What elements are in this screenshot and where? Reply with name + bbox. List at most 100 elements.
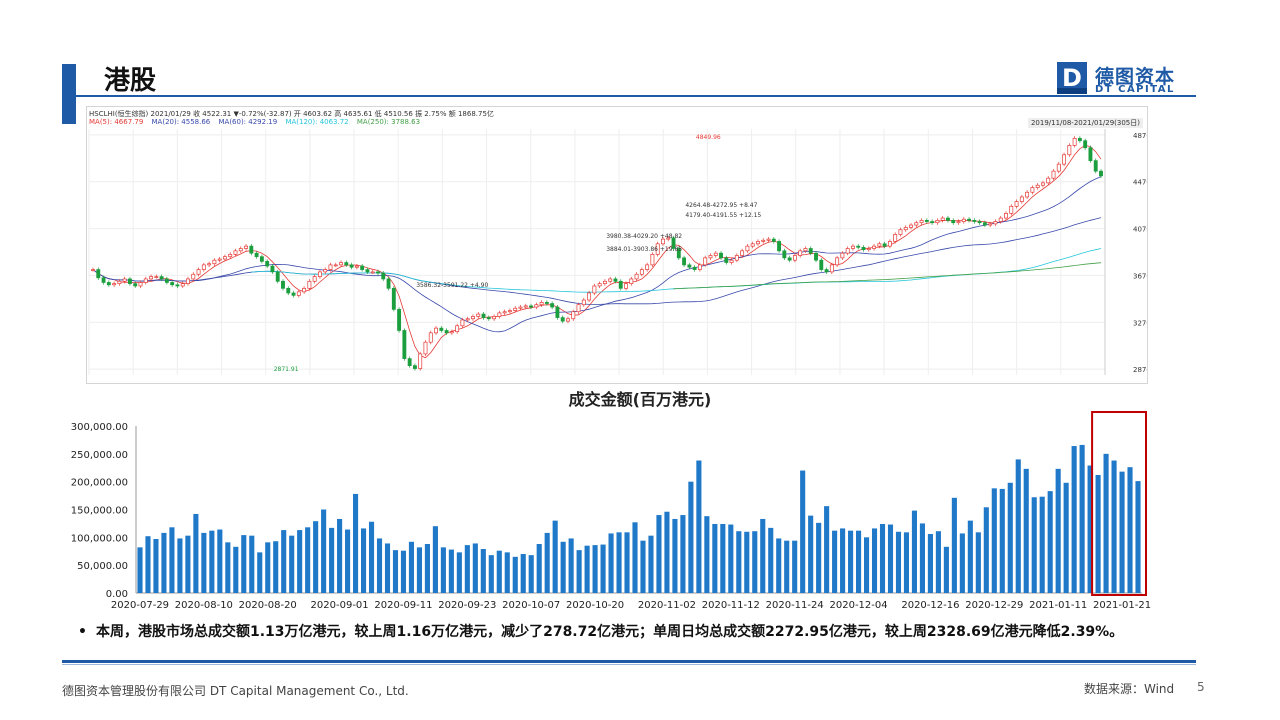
turnover-bar [1127,467,1133,593]
turnover-bar [903,532,910,593]
turnover-bar [1039,496,1045,593]
turnover-bar [983,507,989,593]
turnover-bar [1111,460,1117,593]
turnover-bar [863,537,870,593]
kline-candle-body [666,237,671,240]
ma-label: MA(60): 4292.19 [218,118,278,126]
kline-candle-body [946,217,950,221]
kline-header-ma: MA(5): 4667.79 MA(20): 4558.66 MA(60): 4… [89,118,426,126]
logo-en-text: DT CAPITAL [1095,84,1175,95]
bar-x-tick-label: 2020-11-02 [638,600,696,611]
kline-candle-body [713,252,718,256]
kline-candle-body [592,285,597,294]
kline-candle-body [814,252,818,261]
bar-y-tick-label: 200,000.00 [71,478,128,489]
turnover-bar [648,535,654,593]
kline-annotation: 4179.40-4191.55 +12.15 [685,212,761,219]
bar-x-tick-label: 2020-12-16 [901,600,959,611]
logo-cn-text: 德图资本 [1095,66,1176,88]
turnover-bar [408,541,415,593]
turnover-bar [871,528,878,593]
kline-candle-body [924,220,929,222]
kline-candle-body [159,276,164,280]
kline-ma-line [251,248,1102,293]
kline-y-tick-label: 4070 [1133,226,1147,234]
kline-candle-body [428,332,433,343]
turnover-bar [752,531,758,593]
kline-candle-body [249,245,254,254]
turnover-bar [209,530,215,593]
kline-candle-body [1083,140,1088,149]
kline-candle-body [391,287,396,310]
kline-candle-body [360,265,365,270]
ma-label: MA(20): 4558.66 [151,118,211,126]
turnover-bar [528,555,534,593]
kline-annotation: 4264.48-4272.95 +8.47 [685,202,757,209]
turnover-bar [217,529,223,593]
turnover-bar [1135,481,1141,593]
kline-candle-body [228,253,233,258]
kline-candle-body [434,327,438,334]
kline-candle-body [117,280,122,284]
kline-candle-body [661,238,665,245]
footer-divider [62,660,1196,663]
bar-x-tick-label: 2020-07-29 [111,600,169,611]
kline-candle-body [687,264,692,268]
kline-candle-body [777,241,782,252]
kline-candle-body [703,257,708,266]
kline-candle-body [824,269,829,273]
turnover-bar [145,536,151,593]
kline-candle-body [439,327,444,331]
turnover-bar [712,523,718,593]
turnover-bar [848,530,854,593]
kline-candle-body [128,278,132,284]
turnover-bar [544,532,550,593]
turnover-bar [816,522,822,593]
kline-candle-body [529,305,533,308]
kline-candle-body [872,245,877,249]
kline-candle-body [861,246,866,251]
kline-candle-body [354,265,359,268]
kline-candle-body [486,317,491,320]
ma-label: MA(250): 3788.63 [356,118,421,126]
kline-candle-body [138,282,143,287]
kline-candle-body [887,241,892,247]
kline-candle-body [370,271,375,274]
kline-candle-body [597,283,602,287]
turnover-bar [257,552,263,593]
kline-candle-body [233,250,238,255]
kline-y-tick-label: 4470 [1133,179,1147,187]
kline-candle-body [339,262,343,266]
turnover-bar [456,552,462,593]
turnover-bar [432,526,438,593]
turnover-bar [808,515,814,593]
kline-candle-body [1051,170,1056,179]
kline-candle-body [1030,187,1035,193]
kline-candle-body [423,341,428,355]
kline-candle-body [914,222,919,226]
turnover-bar [632,522,638,593]
kline-y-tick-label: 3670 [1133,272,1147,280]
kline-candle-body [808,248,813,254]
kline-candle-body [365,269,370,273]
turnover-bar [592,545,598,593]
kline-candle-body [1088,147,1093,161]
turnover-bar [496,550,502,593]
kline-candle-body [629,278,634,284]
kline-candle-body [719,252,723,259]
turnover-bar [321,509,327,593]
kline-candle-body [455,325,460,333]
company-logo: D 德图资本 DT CAPITAL [1057,62,1181,96]
turnover-bar [768,527,774,593]
kline-candle-body [101,277,106,283]
kline-candle-body [1099,170,1103,177]
kline-candle-body [1009,205,1014,214]
ma-label: MA(120): 4063.72 [285,118,349,126]
kline-candle-body [671,237,676,249]
turnover-bar [608,533,614,593]
kline-candle-body [323,269,328,273]
turnover-bar [313,521,319,593]
kline-candle-body [682,257,687,266]
kline-candle-body [180,283,185,287]
kline-candle-body [956,221,961,224]
